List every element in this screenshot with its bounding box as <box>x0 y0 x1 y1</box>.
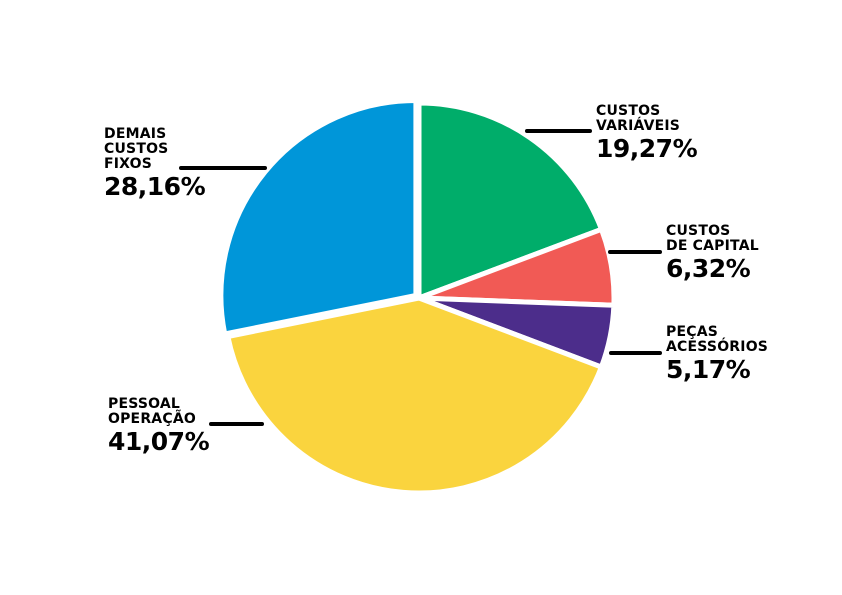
slice-name-line: PEÇAS <box>666 324 719 340</box>
slice-label-demais-custos-fixos: DEMAIS CUSTOS FIXOS 28,16% <box>104 126 206 202</box>
slice-name-line: ACESSÓRIOS <box>666 339 769 356</box>
slice-name-line: VARIÁVEIS <box>596 118 681 135</box>
slice-label-pecas-acessorios: PEÇAS ACESSÓRIOS 5,17% <box>666 324 769 385</box>
slice-value-label: 41,07% <box>108 427 210 457</box>
slice-value-label: 19,27% <box>596 134 698 164</box>
slice-value-label: 5,17% <box>666 355 751 385</box>
slice-value-label: 28,16% <box>104 172 206 202</box>
slice-name-line: PESSOAL <box>108 396 181 412</box>
pie-slice-pessoal-operacao <box>225 295 604 496</box>
slice-name-line: DEMAIS <box>104 126 167 142</box>
slice-label-custos-de-capital: CUSTOS DE CAPITAL 6,32% <box>666 223 759 284</box>
slice-name-line: DE CAPITAL <box>666 238 759 255</box>
slice-label-custos-variaveis: CUSTOS VARIÁVEIS 19,27% <box>596 103 698 164</box>
slice-name-line: CUSTOS <box>596 103 661 119</box>
pie-slice-custos-variaveis <box>416 100 605 301</box>
pie-slice-demais-custos-fixos <box>218 97 419 337</box>
slice-name-line: FIXOS <box>104 156 153 173</box>
slice-name-line: CUSTOS <box>104 141 169 158</box>
slice-label-pessoal-operacao: PESSOAL OPERAÇÃO 41,07% <box>108 396 210 457</box>
slice-name-line: CUSTOS <box>666 223 731 239</box>
slice-name-line: OPERAÇÃO <box>108 411 196 428</box>
slice-value-label: 6,32% <box>666 254 751 284</box>
